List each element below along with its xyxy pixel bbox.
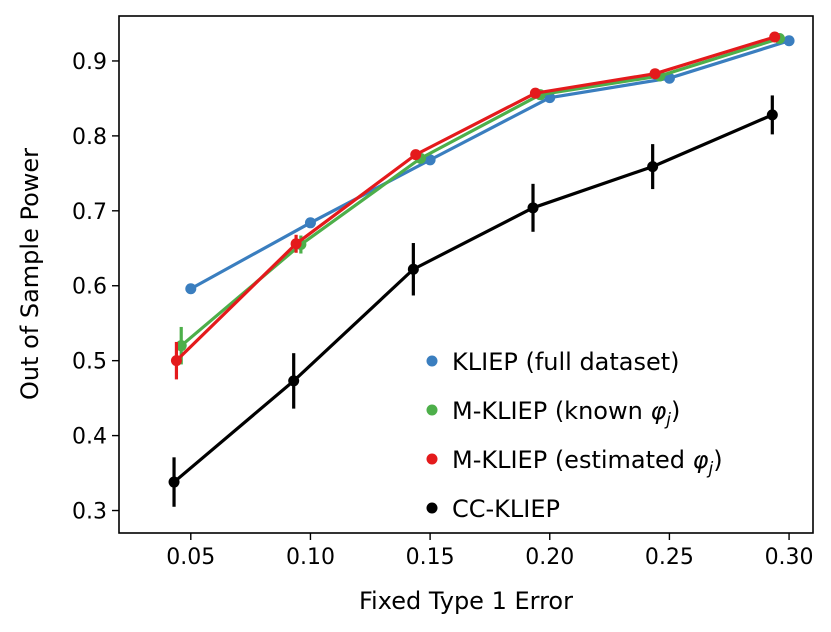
y-axis-label: Out of Sample Power [16, 148, 44, 400]
y-tick-label: 0.6 [72, 275, 107, 300]
legend-label: KLIEP (full dataset) [452, 348, 680, 376]
x-tick-label: 0.15 [406, 545, 455, 570]
data-point [647, 161, 659, 173]
legend-label: M-KLIEP (estimated φj) [452, 446, 723, 479]
data-point [783, 35, 795, 47]
data-point [769, 31, 781, 43]
series-1 [175, 32, 785, 365]
data-point [407, 263, 419, 275]
x-axis-label: Fixed Type 1 Error [359, 587, 573, 615]
x-tick-label: 0.10 [286, 545, 335, 570]
data-point [766, 109, 778, 121]
x-tick-label: 0.25 [645, 545, 694, 570]
data-point [288, 375, 300, 387]
legend-marker [426, 355, 438, 367]
y-tick-label: 0.4 [72, 425, 107, 450]
legend-marker [426, 404, 438, 416]
legend: KLIEP (full dataset) M-KLIEP (known φj) M-… [426, 348, 723, 523]
data-point [304, 217, 316, 229]
series-line [180, 36, 780, 347]
y-tick-label: 0.7 [72, 200, 107, 225]
y-tick-label: 0.8 [72, 125, 107, 150]
data-point [410, 149, 422, 161]
series-0 [185, 35, 795, 295]
legend-label: CC-KLIEP [452, 495, 560, 523]
axes: 0.05 0.10 0.15 0.20 0.25 0.30 0.3 0.4 0.5 0.6 0.7 0… [72, 50, 814, 570]
series-2 [170, 31, 781, 380]
series-line [175, 35, 776, 362]
series-3 [168, 95, 778, 507]
legend-label: M-KLIEP (known φj) [452, 397, 680, 430]
x-tick-label: 0.30 [765, 545, 814, 570]
y-tick-label: 0.9 [72, 50, 107, 75]
data-point [175, 340, 187, 352]
data-point [168, 476, 180, 488]
series-line [190, 39, 790, 291]
y-tick-label: 0.5 [72, 350, 107, 375]
data-point [424, 154, 436, 166]
x-tick-label: 0.20 [525, 545, 574, 570]
legend-marker [426, 453, 438, 465]
series-line [173, 113, 773, 484]
data-point [649, 68, 661, 80]
legend-marker [426, 502, 438, 514]
data-point [170, 355, 182, 367]
data-point [290, 238, 302, 250]
y-tick-label: 0.3 [72, 500, 107, 525]
data-point [185, 283, 197, 295]
plot-lines [168, 31, 795, 507]
x-tick-label: 0.05 [166, 545, 215, 570]
data-point [527, 202, 539, 214]
data-point [529, 87, 541, 99]
plot-frame [118, 15, 814, 534]
